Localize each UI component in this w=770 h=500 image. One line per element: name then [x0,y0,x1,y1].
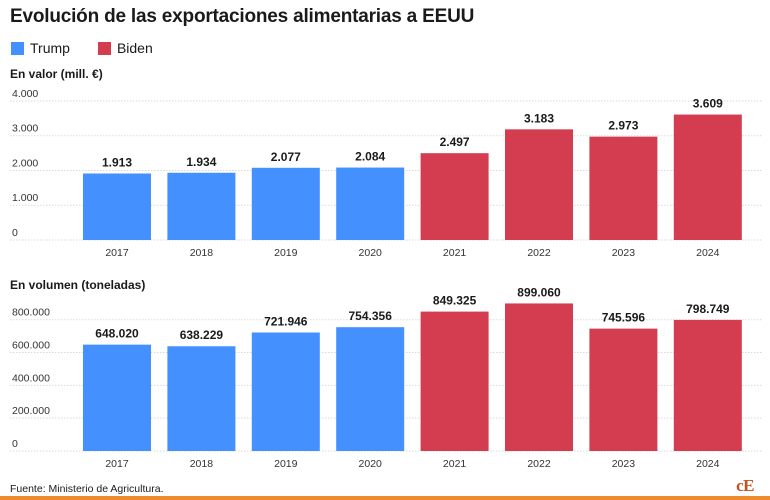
volume-value-label-2021: 849.325 [433,294,477,308]
volume-xtick-label: 2023 [612,458,636,470]
volume-xtick-label: 2018 [190,458,214,470]
volume-bar-2020 [336,327,405,451]
volume-ytick-label: 0 [12,438,18,450]
volume-value-label-2020: 754.356 [349,309,393,323]
value-xtick-label: 2022 [527,247,551,259]
value-ytick-label: 1.000 [12,192,38,204]
value-bar-2020 [336,167,405,240]
value-value-label-2017: 1.913 [102,156,132,170]
volume-xtick-label: 2019 [274,458,298,470]
bottom-accent-bar [0,496,770,500]
legend-item-trump: Trump [11,40,70,56]
volume-value-label-2018: 638.229 [180,328,224,342]
source-note: Fuente: Ministerio de Agricultura. [10,483,164,495]
volume-bar-2022 [505,303,573,451]
volume-bar-2019 [251,332,320,451]
value-ytick-label: 2.000 [12,157,38,169]
volume-bar-2021 [420,311,489,451]
volume-bar-2017 [83,344,151,451]
value-bar-2019 [251,167,320,240]
chart-title: Evolución de las exportaciones alimentar… [10,6,475,27]
value-xtick-label: 2019 [274,247,298,259]
value-xtick-label: 2021 [443,247,467,259]
value-xtick-label: 2024 [696,247,720,259]
value-ytick-label: 0 [12,227,18,239]
value-value-label-2019: 2.077 [271,150,301,164]
value-ytick-label: 3.000 [12,123,38,135]
value-ytick-label: 4.000 [12,88,38,100]
value-bar-2021 [420,153,489,240]
value-value-label-2020: 2.084 [355,150,385,164]
legend-swatch-biden [97,41,111,55]
value-value-label-2024: 3.609 [693,97,723,111]
value-value-label-2018: 1.934 [186,155,216,169]
volume-bar-2023 [589,328,658,451]
legend-item-biden: Biden [97,40,153,56]
volume-value-label-2017: 648.020 [95,327,139,341]
value-bar-2022 [505,129,573,240]
value-xtick-label: 2023 [612,247,636,259]
volume-xtick-label: 2020 [359,458,383,470]
volume-ytick-label: 200.000 [12,405,50,417]
volume-xtick-label: 2022 [527,458,551,470]
value-value-label-2023: 2.973 [608,119,638,133]
value-bar-2023 [589,136,658,240]
value-xtick-label: 2018 [190,247,214,259]
value-value-label-2021: 2.497 [440,135,470,149]
legend-label-biden: Biden [116,40,153,56]
value-bar-2018 [167,172,236,240]
volume-value-label-2022: 899.060 [517,285,561,299]
value-panel-label: En valor (mill. €) [10,67,103,81]
legend-label-trump: Trump [30,40,70,56]
value-xtick-label: 2017 [105,247,129,259]
value-value-label-2022: 3.183 [524,111,554,125]
legend-swatch-trump [11,41,24,55]
volume-bar-2024 [673,319,742,451]
volume-panel-label: En volumen (toneladas) [10,278,146,292]
volume-bar-2018 [167,346,236,451]
volume-ytick-label: 800.000 [12,307,50,319]
volume-value-label-2019: 721.946 [264,315,308,329]
volume-xtick-label: 2024 [696,458,720,470]
volume-xtick-label: 2017 [105,458,129,470]
value-xtick-label: 2020 [359,247,383,259]
volume-value-label-2024: 798.749 [686,302,730,316]
legend: Trump Biden [11,39,181,57]
value-bar-2017 [83,173,151,240]
volume-ytick-label: 400.000 [12,372,50,384]
volume-ytick-label: 600.000 [12,340,50,352]
value-bar-2024 [673,114,742,240]
volume-value-label-2023: 745.596 [602,311,646,325]
brand-logo: cE [736,476,754,495]
volume-xtick-label: 2021 [443,458,467,470]
